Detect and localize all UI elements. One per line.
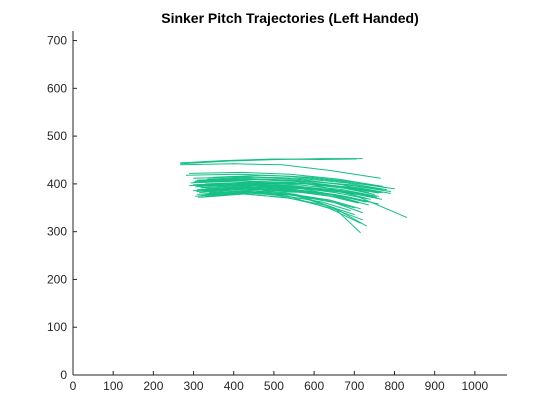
x-tick-label: 900 xyxy=(425,379,445,393)
y-tick-label: 100 xyxy=(47,320,67,334)
y-tick-label: 600 xyxy=(47,81,67,95)
trajectory-line-41 xyxy=(196,188,371,203)
x-tick-label: 500 xyxy=(264,379,284,393)
x-tick-label: 300 xyxy=(184,379,204,393)
x-tick-label: 600 xyxy=(304,379,324,393)
trajectory-line-39 xyxy=(208,186,383,200)
trajectory-line-42 xyxy=(213,191,379,205)
trajectory-line-2 xyxy=(180,158,357,164)
trajectory-line-38 xyxy=(205,182,391,194)
y-tick-label: 200 xyxy=(47,272,67,286)
chart-title: Sinker Pitch Trajectories (Left Handed) xyxy=(161,10,419,26)
trajectory-series-group xyxy=(180,158,407,234)
x-tick-label: 400 xyxy=(224,379,244,393)
x-tick-label: 800 xyxy=(384,379,404,393)
y-axis-ticks: 0 100 200 300 400 500 600 700 xyxy=(47,34,77,382)
x-axis-ticks: 0 100 200 300 400 500 600 700 800 900 1000 xyxy=(70,371,489,393)
x-tick-label: 100 xyxy=(103,379,123,393)
trajectory-line-3 xyxy=(180,163,381,179)
y-tick-label: 400 xyxy=(47,177,67,191)
plot-area xyxy=(73,31,507,375)
trajectory-line-40 xyxy=(200,184,375,198)
y-tick-label: 300 xyxy=(47,225,67,239)
x-tick-label: 0 xyxy=(70,379,77,393)
x-tick-label: 1000 xyxy=(462,379,489,393)
x-tick-label: 200 xyxy=(143,379,163,393)
trajectory-line-28 xyxy=(209,190,367,227)
trajectory-line-19 xyxy=(199,188,369,206)
trajectory-line-9 xyxy=(201,179,383,191)
trajectory-line-37 xyxy=(195,178,369,193)
y-tick-label: 500 xyxy=(47,129,67,143)
y-tick-label: 0 xyxy=(60,368,67,382)
trajectory-line-33 xyxy=(213,174,387,189)
trajectory-line-6 xyxy=(193,176,387,191)
y-tick-label: 700 xyxy=(47,34,67,48)
x-tick-label: 700 xyxy=(344,379,364,393)
